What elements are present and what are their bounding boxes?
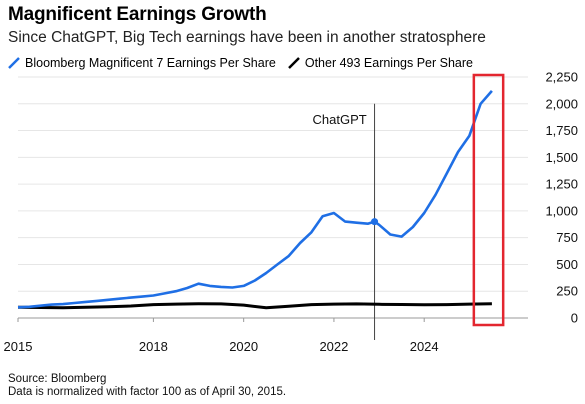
- x-tick-label: 2022: [319, 339, 348, 354]
- x-tick-label: 2020: [229, 339, 258, 354]
- series-line-other493: [17, 302, 492, 310]
- y-tick-label: 1,750: [545, 123, 578, 138]
- legend: Bloomberg Magnificent 7 Earnings Per Sha…: [8, 56, 485, 70]
- y-tick-label: 250: [556, 284, 578, 299]
- x-tick-label: 2015: [4, 339, 33, 354]
- x-tick-label: 2018: [139, 339, 168, 354]
- normalization-note: Data is normalized with factor 100 as of…: [8, 386, 287, 398]
- source-line: Source: Bloomberg: [8, 373, 107, 385]
- legend-swatch-other493: [287, 57, 300, 69]
- x-tick-label: 2024: [410, 339, 439, 354]
- y-tick-label: 1,000: [545, 203, 578, 218]
- legend-swatch-mag7: [8, 57, 20, 69]
- highlight-box: [472, 73, 505, 327]
- y-tick-label: 750: [556, 230, 578, 245]
- y-tick-label: 2,250: [545, 70, 578, 85]
- y-tick-label: 1,500: [545, 150, 578, 165]
- legend-item-other493: Other 493 Earnings Per Share: [287, 56, 473, 70]
- legend-item-mag7: Bloomberg Magnificent 7 Earnings Per Sha…: [8, 56, 276, 70]
- legend-label-other493: Other 493 Earnings Per Share: [304, 56, 473, 70]
- y-tick-label: 0: [571, 311, 578, 326]
- x-axis-ticks: 2015 2018 2020 2022 2024: [4, 318, 439, 354]
- chatgpt-marker-point: [371, 218, 379, 226]
- legend-label-mag7: Bloomberg Magnificent 7 Earnings Per Sha…: [25, 56, 276, 70]
- source-note: Source: Bloomberg Data is normalized wit…: [8, 373, 286, 399]
- gridlines: [18, 76, 528, 319]
- y-tick-label: 500: [556, 257, 578, 272]
- y-axis-ticks: 0 250 500 750 1,000 1,250 1,500 1,750 2,000 2,250: [545, 70, 578, 326]
- chart-subtitle: Since ChatGPT, Big Tech earnings have be…: [8, 29, 486, 46]
- chatgpt-annotation-label: ChatGPT: [313, 112, 367, 127]
- series-line-mag7: [17, 90, 493, 309]
- y-tick-label: 1,250: [545, 177, 578, 192]
- chart-title: Magnificent Earnings Growth: [8, 4, 267, 25]
- y-tick-label: 2,000: [545, 96, 578, 111]
